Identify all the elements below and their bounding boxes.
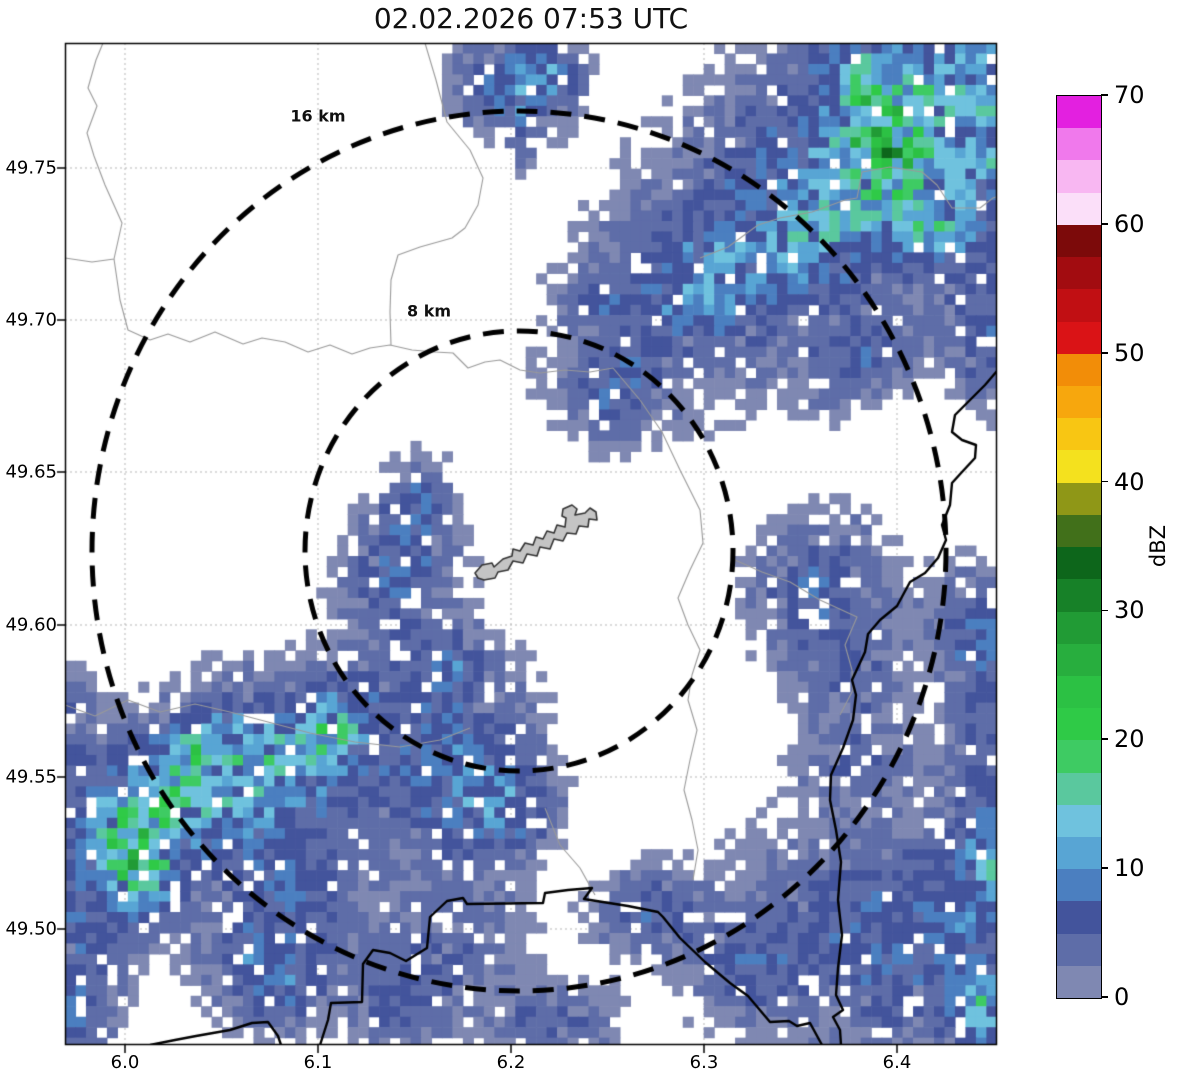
colorbar-segment [1057, 289, 1101, 322]
colorbar-segment [1057, 965, 1101, 999]
colorbar-tickmark [1101, 94, 1108, 96]
colorbar-segment [1057, 385, 1101, 419]
colorbar-segment [1057, 675, 1101, 709]
colorbar-segment [1057, 321, 1101, 354]
colorbar-tick-label: 20 [1114, 725, 1145, 754]
colorbar-segment [1057, 224, 1101, 258]
range-ring-label: 16 km [290, 106, 346, 126]
colorbar-tick-label: 10 [1114, 854, 1145, 883]
colorbar-segment [1057, 579, 1101, 612]
colorbar-segment [1057, 869, 1101, 902]
colorbar-tickmark [1101, 867, 1108, 869]
x-tick-label: 6.3 [689, 1052, 719, 1073]
colorbar-tickmark [1101, 351, 1108, 354]
colorbar-tickmark [1101, 480, 1108, 483]
colorbar-tick-label: 30 [1114, 596, 1145, 625]
y-tick-label: 49.60 [5, 614, 57, 636]
colorbar-segment [1057, 418, 1101, 451]
colorbar-segment [1057, 740, 1101, 773]
colorbar-tickmark [1101, 223, 1108, 225]
colorbar-tick-label: 0 [1114, 983, 1130, 1011]
x-tick-label: 6.0 [110, 1052, 140, 1073]
colorbar-segment [1057, 160, 1101, 193]
y-tick-label: 49.55 [5, 766, 57, 788]
colorbar-segment [1057, 96, 1101, 129]
colorbar-segment [1057, 804, 1101, 838]
y-tick-label: 49.65 [5, 461, 57, 483]
colorbar-segment [1057, 547, 1101, 580]
x-tick-label: 6.2 [496, 1052, 526, 1073]
colorbar-segment [1057, 933, 1101, 966]
colorbar-segment [1057, 353, 1101, 386]
colorbar-tick-label: 40 [1114, 467, 1145, 496]
colorbar-unit-label: dBZ [1146, 524, 1170, 568]
colorbar-segment [1057, 643, 1101, 676]
colorbar-segment [1057, 708, 1101, 741]
colorbar-segment [1057, 192, 1101, 225]
colorbar-tickmark [1101, 738, 1108, 741]
colorbar-segment [1057, 257, 1101, 290]
colorbar-segment [1057, 901, 1101, 934]
y-tick-label: 49.70 [5, 309, 57, 331]
x-tick-label: 6.4 [882, 1052, 912, 1073]
colorbar-segment [1057, 772, 1101, 805]
colorbar-tick-label: 70 [1114, 81, 1145, 109]
colorbar-segment [1057, 514, 1101, 548]
plot-title: 02.02.2026 07:53 UTC [373, 2, 689, 35]
colorbar-segment [1057, 450, 1101, 483]
range-ring-label: 8 km [406, 301, 452, 321]
colorbar-segment [1057, 482, 1101, 515]
y-tick-label: 49.50 [5, 918, 57, 940]
colorbar [1056, 95, 1102, 999]
colorbar-segment [1057, 611, 1101, 644]
colorbar-segment [1057, 128, 1101, 161]
colorbar-tick-label: 50 [1114, 338, 1145, 367]
colorbar-tickmark [1101, 609, 1108, 612]
colorbar-segment [1057, 837, 1101, 870]
colorbar-tickmark [1101, 996, 1108, 998]
x-tick-label: 6.1 [303, 1052, 333, 1073]
colorbar-tick-label: 60 [1114, 209, 1145, 238]
y-tick-label: 49.75 [5, 157, 57, 179]
